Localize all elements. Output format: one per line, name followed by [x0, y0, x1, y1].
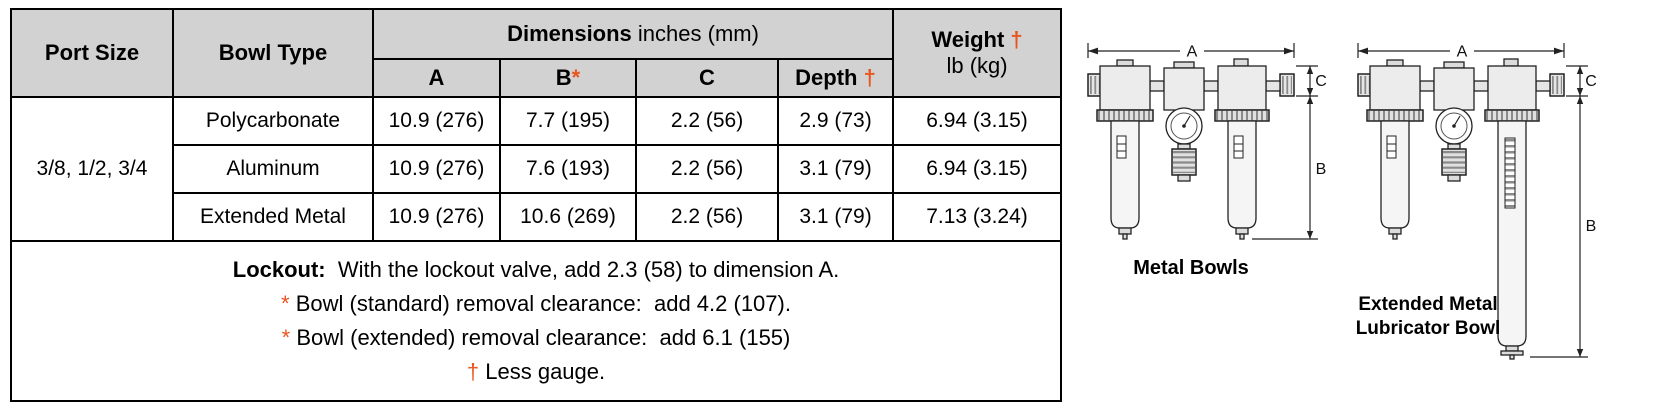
bowl-type-cell: Aluminum [172, 144, 374, 194]
dim-a-arrow [1357, 43, 1565, 58]
dim-c-cell: 2.2 (56) [635, 96, 779, 146]
diagrams-area: A C B [1084, 8, 1598, 373]
dim-b-cell: 10.6 (269) [499, 192, 637, 242]
drain [1118, 227, 1132, 235]
connector [1473, 80, 1489, 92]
col-a-header: A [372, 58, 501, 98]
drain [1505, 345, 1519, 352]
dim-c-cell: 2.2 (56) [635, 192, 779, 242]
weight-cell: 7.13 (3.24) [892, 192, 1063, 242]
regulator-unit [1163, 61, 1205, 182]
outlet-port [1279, 73, 1295, 97]
sight-gauge [1504, 137, 1516, 209]
port-size-header: Port Size [10, 8, 174, 98]
bowl-type-cell: Polycarbonate [172, 96, 374, 146]
extended-bowl-caption: Extended Metal Lubricator Bowl [1355, 294, 1501, 339]
col-c-header: C [635, 58, 779, 98]
footnotes: Lockout: With the lockout valve, add 2.3… [9, 240, 1063, 402]
header-row-1: Port Size Bowl Type Dimensions inches (m… [10, 8, 1063, 98]
col-b-header: B* [499, 58, 637, 98]
weight-cell: 6.94 (3.15) [892, 96, 1063, 146]
drain [1235, 227, 1249, 235]
standard-bowl-note: * Bowl (standard) removal clearance: add… [281, 290, 791, 316]
table-row: 3/8, 1/2, 3/4 Polycarbonate 10.9 (276) 7… [10, 96, 1063, 242]
dim-c-cell: 2.2 (56) [635, 144, 779, 194]
bowl-type-header: Bowl Type [172, 8, 374, 98]
asterisk-mark: * [281, 325, 291, 350]
dagger-mark: † [1010, 27, 1023, 52]
dim-b-arrow [1252, 96, 1319, 240]
col-depth-header: Depth † [776, 58, 895, 98]
connector [1535, 80, 1551, 92]
filter-unit [1366, 59, 1424, 240]
dim-a-cell: 10.9 (276) [372, 96, 501, 146]
outlet-port [1549, 73, 1565, 97]
table-row: Aluminum 10.9 (276) 7.6 (193) 2.2 (56) 3… [11, 144, 1063, 194]
metal-bowls-figure: A C B [1084, 38, 1328, 373]
connector [1149, 80, 1165, 92]
asterisk-mark: * [571, 65, 581, 90]
metal-bowls-caption: Metal Bowls [1133, 257, 1249, 279]
metal-bowls-diagram: A C B [1087, 43, 1327, 240]
dim-a-label: A [1457, 44, 1468, 61]
table-header: Port Size Bowl Type Dimensions inches (m… [10, 8, 1063, 98]
drain [1388, 227, 1402, 235]
regulator-unit [1433, 61, 1475, 182]
lubricator-unit [1214, 58, 1270, 240]
dim-b-label: B [1586, 218, 1597, 235]
dim-a-cell: 10.9 (276) [372, 144, 501, 194]
frl-assembly [1357, 58, 1565, 360]
lockout-note: Lockout: With the lockout valve, add 2.3… [232, 256, 840, 282]
connector [1265, 80, 1281, 92]
sight-window [1116, 135, 1127, 159]
dim-b-label: B [1316, 161, 1327, 178]
extended-bowl-figure: A C B [1354, 38, 1598, 373]
weight-header: Weight † lb (kg) [892, 8, 1063, 98]
dim-a-label: A [1187, 44, 1198, 61]
lubricator-unit [1484, 58, 1540, 360]
connector [1203, 80, 1219, 92]
dim-c-label: C [1315, 73, 1327, 90]
header-row-2: A B* C Depth † [11, 58, 1061, 98]
dagger-mark: † [466, 359, 480, 385]
bowl-type-cell: Extended Metal [172, 192, 374, 242]
sight-window [1233, 135, 1244, 159]
dim-b-cell: 7.6 (193) [499, 144, 637, 194]
extended-bowl-note: * Bowl (extended) removal clearance: add… [281, 325, 791, 350]
weight-cell: 6.94 (3.15) [892, 144, 1063, 194]
filter-unit [1096, 59, 1154, 240]
depth-cell: 2.9 (73) [776, 96, 895, 146]
dagger-mark: † [863, 65, 876, 90]
dim-c-label: C [1585, 73, 1597, 90]
asterisk-mark: * [281, 290, 290, 316]
sight-window [1386, 135, 1397, 159]
depth-cell: 3.1 (79) [776, 144, 895, 194]
dimensions-header: Dimensions inches (mm) [371, 8, 895, 60]
depth-cell: 3.1 (79) [776, 192, 895, 242]
connector [1419, 80, 1435, 92]
dim-a-arrow [1087, 43, 1295, 58]
dim-a-cell: 10.9 (276) [372, 192, 501, 242]
extended-bowl-diagram: A C B [1357, 43, 1597, 360]
less-gauge-note: † Less gauge. [466, 359, 606, 385]
dim-b-cell: 7.7 (195) [499, 96, 637, 146]
table-row: Extended Metal 10.9 (276) 10.6 (269) 2.2… [11, 192, 1063, 242]
footnotes-row: Lockout: With the lockout valve, add 2.3… [9, 240, 1063, 402]
dim-b-arrow [1530, 96, 1589, 358]
frl-assembly [1087, 58, 1295, 240]
dimensions-table: Port Size Bowl Type Dimensions inches (m… [9, 8, 1063, 402]
port-size-value: 3/8, 1/2, 3/4 [10, 96, 174, 242]
